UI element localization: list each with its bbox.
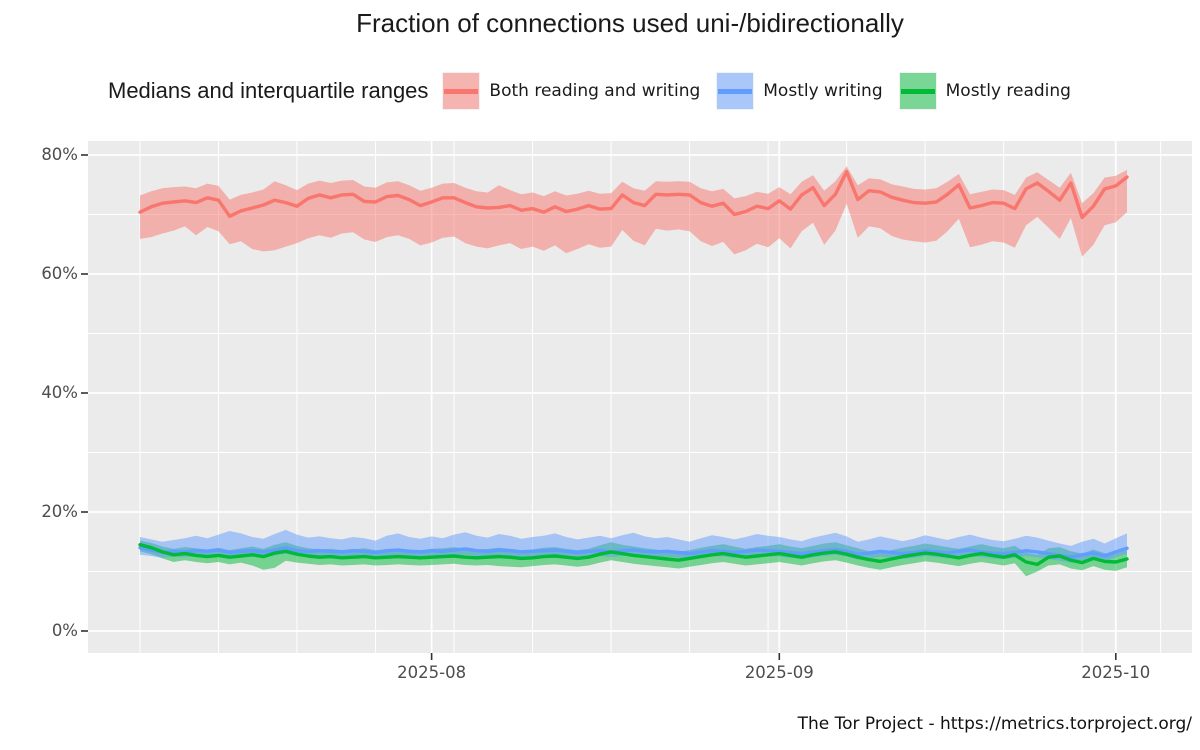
legend-item-mostly-writing: Mostly writing <box>716 72 883 110</box>
legend-label-mostly-writing: Mostly writing <box>763 81 883 101</box>
y-axis-tick-label-20: 20% <box>41 502 78 521</box>
legend-key-swatch-mostly-reading <box>898 72 937 110</box>
x-axis-tick-label-2025-09: 2025-09 <box>744 663 814 682</box>
footer-attribution: The Tor Project - https://metrics.torpro… <box>797 714 1192 734</box>
legend: Medians and interquartile ranges Both re… <box>108 71 1087 111</box>
y-axis-tick-label-0: 0% <box>51 621 78 640</box>
median-line-swatch <box>900 89 935 94</box>
median-line <box>138 169 1129 220</box>
legend-label-mostly-reading: Mostly reading <box>945 81 1071 101</box>
axis-tick-marks <box>81 154 1117 660</box>
median-line <box>138 543 1129 567</box>
legend-key-swatch-both-reading-and-writing <box>442 72 481 110</box>
page-title: Fraction of connections used uni-/bidire… <box>356 8 904 38</box>
y-axis-tick-label-80: 80% <box>41 145 78 164</box>
legend-item-mostly-reading: Mostly reading <box>898 72 1071 110</box>
x-axis-tick-label-2025-08: 2025-08 <box>397 663 467 682</box>
x-axis-tick-label-2025-10: 2025-10 <box>1081 663 1151 682</box>
legend-label-both-reading-and-writing: Both reading and writing <box>489 81 701 101</box>
y-axis-tick-label-60: 60% <box>41 264 78 283</box>
median-line-swatch <box>444 89 479 94</box>
legend-title: Medians and interquartile ranges <box>108 78 429 103</box>
median-line-swatch <box>718 89 753 94</box>
median-line <box>138 546 1129 559</box>
iqr-ribbon <box>140 166 1127 257</box>
iqr-ribbon <box>140 529 1127 563</box>
y-axis-tick-label-40: 40% <box>41 383 78 402</box>
legend-item-both-reading-and-writing: Both reading and writing <box>442 72 700 110</box>
legend-key-swatch-mostly-writing <box>716 72 755 110</box>
